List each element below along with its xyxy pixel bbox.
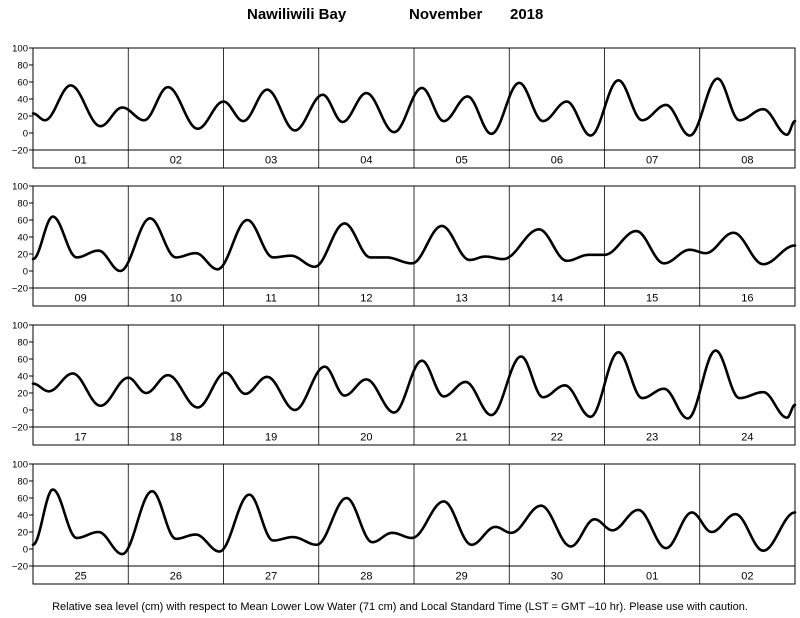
day-label: 18: [170, 432, 182, 444]
day-label: 02: [741, 571, 753, 583]
y-tick-label: 0: [23, 129, 28, 140]
y-tick-label: 20: [17, 389, 28, 400]
panel-2: −20 0 20 40 60 80 100 09 10 11 12 13 14 15 16: [12, 182, 797, 307]
year-label: 2018: [510, 6, 544, 23]
y-tick-label: 80: [17, 477, 28, 488]
y-tick-label: 60: [17, 216, 28, 227]
day-label: 11: [265, 293, 276, 305]
tide-curve: [31, 77, 797, 137]
day-label: 25: [75, 571, 87, 583]
day-label: 20: [360, 432, 372, 444]
y-tick-label: 40: [17, 511, 28, 522]
y-tick-label: −20: [12, 562, 28, 573]
y-tick-label: 60: [17, 355, 28, 366]
day-label: 17: [75, 432, 87, 444]
y-tick-label: 20: [17, 528, 28, 539]
y-tick-label: 100: [12, 460, 28, 471]
day-label: 19: [265, 432, 277, 444]
y-tick-label: 0: [23, 545, 28, 556]
y-tick-label: 100: [12, 321, 28, 332]
day-label: 03: [265, 155, 277, 167]
y-tick-label: 20: [17, 250, 28, 261]
chart-footer-note: Relative sea level (cm) with respect to …: [52, 601, 748, 613]
y-tick-label: 80: [17, 199, 28, 210]
day-label: 05: [456, 155, 468, 167]
tide-curve: [31, 215, 797, 273]
y-tick-label: 0: [23, 267, 28, 278]
day-label: 16: [741, 293, 753, 305]
day-label: 26: [170, 571, 182, 583]
day-label: 01: [75, 155, 87, 167]
day-label: 24: [741, 432, 753, 444]
y-tick-label: −20: [12, 423, 28, 434]
day-label: 13: [456, 293, 468, 305]
panel-3: −20 0 20 40 60 80 100 17 18 19 20 21 22 23 24: [12, 321, 797, 446]
tide-curve: [31, 349, 797, 420]
month-label: November: [409, 6, 483, 23]
y-tick-label: 80: [17, 338, 28, 349]
y-tick-label: 80: [17, 61, 28, 72]
day-label: 12: [360, 293, 372, 305]
day-label: 09: [75, 293, 87, 305]
day-label: 15: [646, 293, 658, 305]
panel-4: −20 0 20 40 60 80 100 25 26 27 28 29 30 01 02: [12, 460, 797, 585]
day-label: 29: [456, 571, 468, 583]
day-label: 10: [170, 293, 182, 305]
tide-curve: [31, 488, 797, 556]
day-label: 22: [551, 432, 563, 444]
y-tick-label: 0: [23, 406, 28, 417]
station-name: Nawiliwili Bay: [247, 6, 347, 23]
chart-title: Nawiliwili Bay November 2018: [0, 6, 800, 28]
day-label: 08: [741, 155, 753, 167]
day-label: 04: [360, 155, 372, 167]
y-tick-label: 40: [17, 233, 28, 244]
day-label: 01: [646, 571, 658, 583]
y-tick-label: 60: [17, 494, 28, 505]
y-tick-label: 100: [12, 182, 28, 193]
day-label: 07: [646, 155, 658, 167]
day-label: 23: [646, 432, 658, 444]
y-tick-label: 40: [17, 95, 28, 106]
day-label: 14: [551, 293, 563, 305]
day-label: 21: [456, 432, 468, 444]
y-tick-label: −20: [12, 146, 28, 157]
day-label: 30: [551, 571, 563, 583]
y-tick-label: 100: [12, 44, 28, 55]
day-label: 27: [265, 571, 277, 583]
y-tick-label: 20: [17, 112, 28, 123]
y-tick-label: −20: [12, 284, 28, 295]
panel-1: −20 0 20 40 60 80 100 01 02 03 04 05 06 07 08: [12, 44, 797, 169]
y-tick-label: 40: [17, 372, 28, 383]
y-tick-label: 60: [17, 78, 28, 89]
day-label: 06: [551, 155, 563, 167]
day-label: 28: [360, 571, 372, 583]
day-label: 02: [170, 155, 182, 167]
